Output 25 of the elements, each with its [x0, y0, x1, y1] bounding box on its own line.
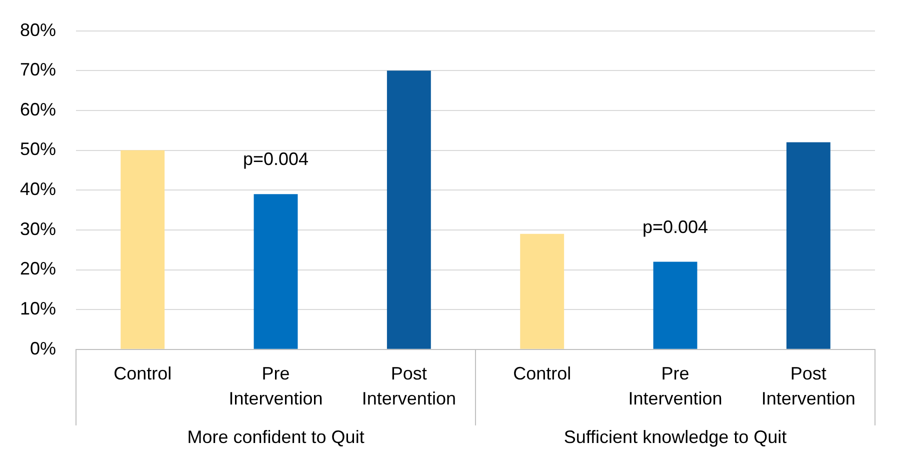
y-tick-label: 10%	[20, 298, 56, 319]
series-label: Control	[513, 363, 572, 384]
y-tick-label: 80%	[20, 20, 56, 40]
x-tick-label: Sufficient knowledge to Quit	[564, 427, 787, 448]
text: Control	[114, 363, 172, 384]
y-tick-label: 60%	[20, 99, 56, 120]
bar	[254, 194, 298, 349]
y-tick-label: 50%	[20, 139, 56, 160]
text: Pre Intervention	[228, 363, 323, 408]
annotation: p=0.004	[242, 149, 309, 170]
bar	[386, 70, 431, 349]
series-label: Post Intervention	[761, 363, 856, 408]
y-tick-label: 30%	[20, 218, 56, 239]
bar	[786, 142, 830, 349]
bar	[520, 234, 564, 349]
y-tick-label: 70%	[20, 60, 56, 80]
text: Post Intervention	[362, 363, 456, 408]
bar	[653, 262, 698, 349]
y-tick-label: 0%	[30, 338, 56, 358]
y-tick-label: 20%	[20, 258, 56, 279]
x-tick-label: More confident to Quit	[187, 427, 364, 448]
series-label: Pre Intervention	[628, 363, 722, 408]
y-tick-label: 40%	[20, 179, 56, 200]
annotation: p=0.004	[642, 216, 708, 237]
bar	[120, 150, 165, 349]
